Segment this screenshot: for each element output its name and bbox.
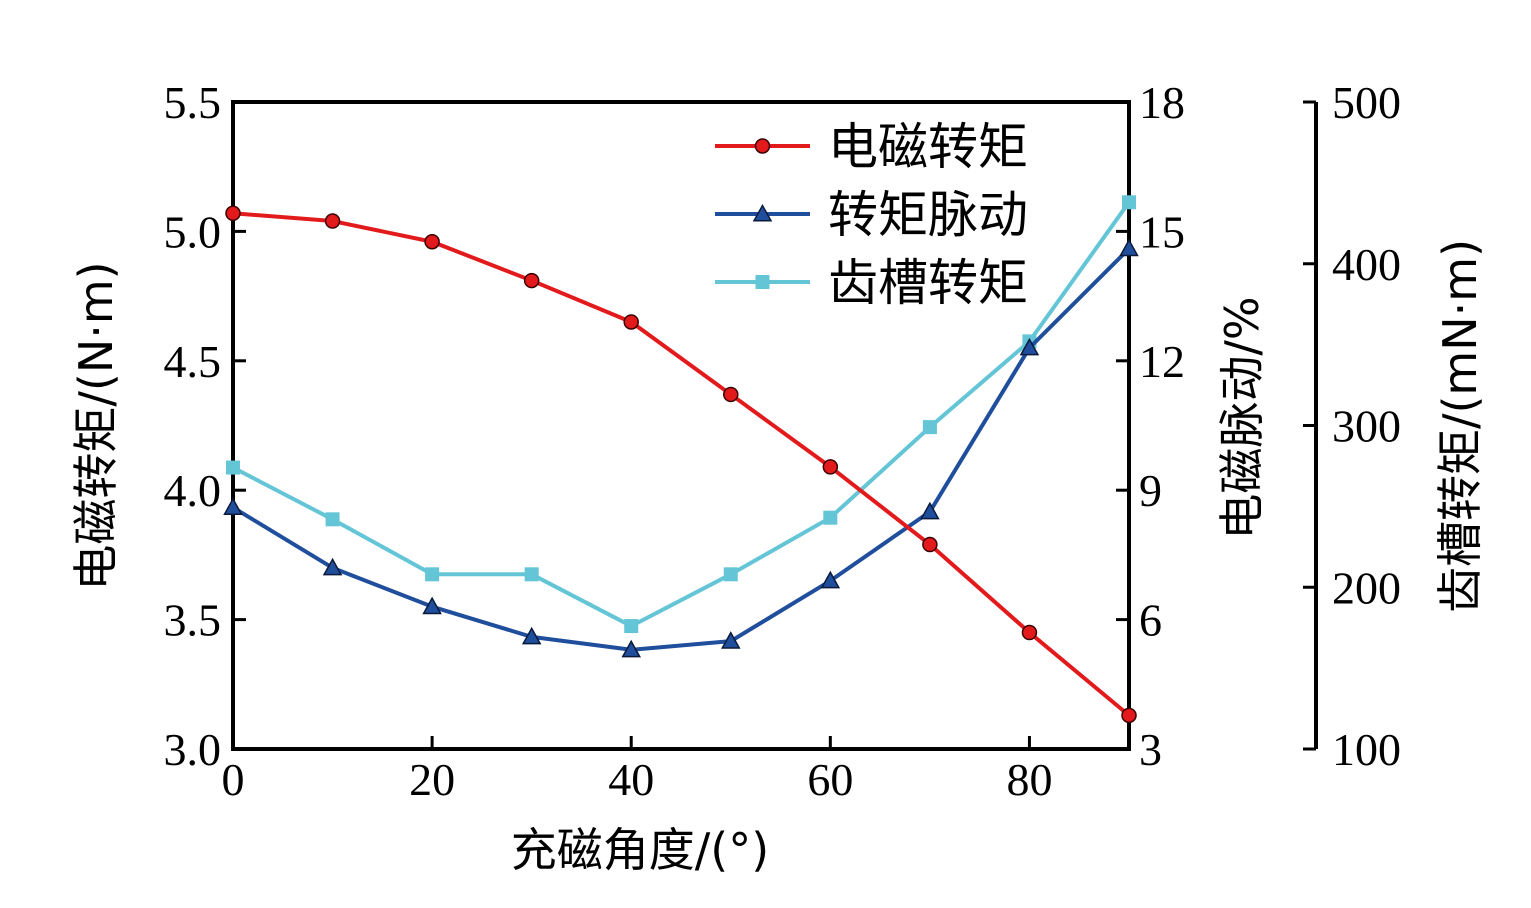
far-right-y-tick-label: 400 [1332,239,1401,290]
series-point-square [524,567,539,582]
x-tick-label: 80 [1006,754,1052,805]
series-point-triangle [920,501,940,520]
series-point-circle [1021,624,1038,641]
series-point-square [1122,195,1136,210]
x-tick-label: 40 [608,754,654,805]
left-y-tick-label: 4.5 [164,336,222,387]
legend-label: 齿槽转矩 [828,254,1028,312]
right-y-tick-label: 6 [1139,595,1162,646]
series-line-triangle [231,247,1131,652]
series-point-square [922,420,937,435]
series-point-triangle [721,631,741,649]
series-point-triangle [1019,337,1040,356]
series-point-triangle [521,626,542,645]
plot-frame [231,100,1131,751]
series-point-circle [822,459,839,475]
legend-label: 转矩脉动 [828,186,1028,244]
left-y-tick-label: 3.5 [164,595,222,646]
series-point-triangle [1119,238,1139,257]
x-axis-title: 充磁角度/(°) [511,823,769,877]
legend-marker-circle [754,138,771,154]
far-right-y-tick-label: 100 [1332,724,1401,775]
series-point-circle [1121,707,1137,724]
x-tick-label: 60 [807,754,853,805]
series-point-square [325,512,340,527]
series-point-square [723,567,738,582]
left-y-tick-label: 5.0 [164,206,222,257]
series-point-triangle [621,639,641,658]
series-point-circle [225,205,241,222]
series-line-square [232,201,1131,629]
right-y-axis-title: 电磁脉动/% [1215,296,1269,539]
x-tick-label: 20 [409,754,455,805]
series-point-square [425,567,440,582]
legend-marker-square [755,275,770,289]
left-y-tick-label: 5.5 [164,77,222,128]
series-point-circle [623,314,639,330]
right-y-tick-label: 18 [1139,77,1185,128]
series-point-triangle [223,497,243,516]
right-y-tick-label: 12 [1139,336,1185,387]
right-y-tick-label: 9 [1139,465,1162,516]
legend-label: 电磁转矩 [828,118,1028,176]
series-point-square [624,619,639,634]
left-y-axis-title: 电磁转矩/(N·m) [69,261,123,590]
series-point-circle [922,536,938,553]
series-point-circle [523,272,540,289]
series-point-circle [424,234,440,250]
series-point-circle [324,213,341,229]
series-line-circle [232,211,1131,717]
left-y-tick-label: 4.0 [164,465,222,516]
far-right-y-tick-label: 500 [1332,77,1401,128]
legend-marker-triangle [752,203,773,222]
right-y-tick-label: 15 [1139,206,1185,257]
series-point-square [226,460,240,475]
series-point-triangle [422,596,442,615]
series-point-triangle [820,570,841,589]
far-right-y-tick-label: 200 [1332,562,1401,613]
left-y-tick-label: 3.0 [164,724,222,775]
series-point-triangle [322,557,343,576]
far-right-y-tick-label: 300 [1332,401,1401,452]
far-right-y-axis-title: 齿槽转矩/(mN·m) [1433,239,1487,613]
series-point-square [823,510,838,525]
x-tick-label: 0 [222,754,245,805]
series-point-circle [723,386,739,403]
right-y-tick-label: 3 [1139,724,1162,775]
